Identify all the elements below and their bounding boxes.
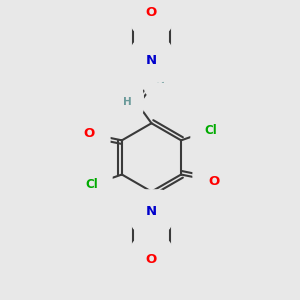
Text: O: O bbox=[146, 7, 157, 20]
Text: H: H bbox=[156, 76, 165, 85]
Text: O: O bbox=[208, 175, 219, 188]
Text: H: H bbox=[123, 97, 131, 107]
Text: Cl: Cl bbox=[86, 178, 98, 191]
Text: N: N bbox=[146, 54, 157, 67]
Text: Cl: Cl bbox=[204, 124, 217, 137]
Text: O: O bbox=[146, 253, 157, 266]
Text: N: N bbox=[146, 205, 157, 218]
Text: O: O bbox=[84, 127, 95, 140]
